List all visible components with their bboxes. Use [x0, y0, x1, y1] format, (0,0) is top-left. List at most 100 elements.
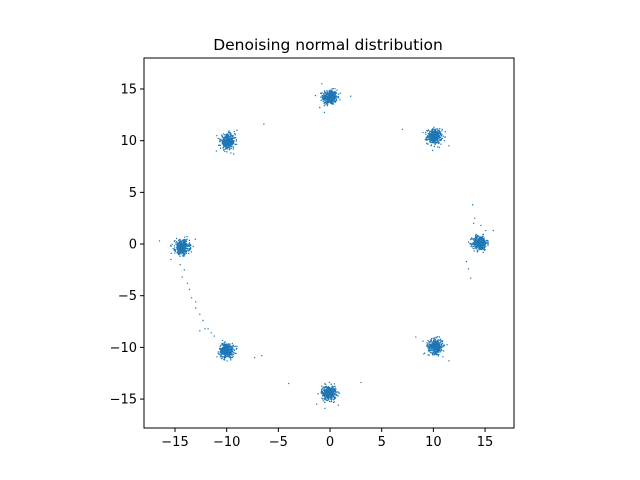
data-point — [424, 352, 426, 354]
data-point — [439, 344, 441, 347]
data-point — [350, 95, 352, 97]
data-point — [188, 288, 191, 291]
data-point — [334, 96, 337, 98]
data-point — [189, 245, 192, 247]
data-point — [221, 135, 224, 137]
data-point — [230, 142, 232, 144]
data-point — [319, 106, 321, 109]
data-point — [431, 139, 434, 141]
data-point — [331, 103, 334, 105]
data-point — [226, 354, 229, 356]
data-point — [180, 251, 182, 253]
data-point — [224, 141, 226, 143]
data-point — [334, 387, 336, 389]
data-point — [229, 137, 231, 140]
data-point — [337, 392, 339, 394]
data-point — [180, 247, 182, 249]
data-point — [474, 217, 476, 219]
data-point — [261, 354, 263, 357]
data-point — [229, 345, 232, 347]
data-point — [184, 253, 186, 256]
data-point — [426, 342, 428, 344]
data-point — [324, 399, 326, 401]
data-point — [227, 143, 229, 145]
data-point — [437, 134, 440, 136]
data-point — [485, 241, 487, 243]
data-point — [492, 229, 495, 232]
data-point — [227, 134, 230, 136]
data-point — [428, 348, 430, 350]
data-point — [231, 135, 234, 138]
data-point — [218, 353, 220, 355]
data-point — [177, 253, 180, 255]
data-point — [234, 345, 237, 348]
data-point — [176, 240, 178, 243]
data-point — [479, 239, 481, 242]
data-point — [465, 260, 468, 263]
data-point — [194, 307, 197, 309]
data-point — [324, 99, 326, 101]
data-point — [188, 239, 191, 242]
data-point — [232, 153, 235, 155]
data-point — [321, 92, 323, 94]
data-point — [436, 348, 438, 351]
data-point — [226, 355, 228, 358]
data-point — [180, 253, 182, 255]
data-point — [233, 352, 235, 354]
data-point — [434, 339, 437, 341]
data-point — [233, 348, 235, 351]
data-point — [428, 341, 430, 343]
data-point — [221, 339, 224, 342]
data-point — [438, 353, 440, 356]
data-point — [229, 354, 231, 356]
data-point — [430, 340, 433, 342]
data-point — [231, 143, 233, 146]
data-point — [336, 394, 338, 396]
data-point — [177, 246, 180, 248]
data-point — [334, 100, 336, 102]
data-point — [220, 139, 223, 142]
data-point — [216, 135, 218, 137]
data-point — [437, 129, 439, 132]
data-point — [430, 349, 433, 351]
data-point — [483, 237, 485, 239]
data-point — [481, 237, 483, 240]
data-point — [179, 252, 181, 254]
data-point — [479, 236, 481, 238]
data-point — [223, 141, 225, 144]
data-point — [231, 348, 233, 351]
scatter-points — [158, 83, 495, 410]
data-point — [234, 137, 237, 139]
data-point — [443, 350, 445, 352]
data-point — [479, 238, 481, 240]
data-point — [235, 352, 237, 355]
data-point — [437, 345, 439, 348]
data-point — [443, 344, 445, 346]
data-point — [434, 128, 436, 131]
data-point — [225, 147, 228, 150]
data-point — [435, 336, 437, 338]
data-point — [185, 244, 187, 247]
data-point — [180, 249, 182, 252]
data-point — [229, 356, 232, 358]
data-point — [320, 390, 323, 392]
data-point — [189, 246, 192, 249]
data-point — [219, 350, 222, 353]
data-point — [183, 242, 186, 245]
data-point — [428, 343, 430, 346]
data-point — [334, 385, 336, 388]
data-point — [326, 99, 328, 101]
data-point — [431, 149, 434, 152]
data-point — [440, 135, 443, 137]
data-point — [426, 138, 429, 141]
data-point — [471, 204, 474, 206]
y-tick-label: 15 — [120, 83, 137, 98]
data-point — [230, 141, 232, 143]
data-point — [185, 250, 188, 253]
data-point — [473, 244, 476, 247]
data-point — [187, 250, 189, 252]
data-point — [182, 249, 184, 251]
data-point — [222, 351, 225, 353]
data-point — [337, 395, 339, 397]
data-point — [472, 222, 475, 225]
